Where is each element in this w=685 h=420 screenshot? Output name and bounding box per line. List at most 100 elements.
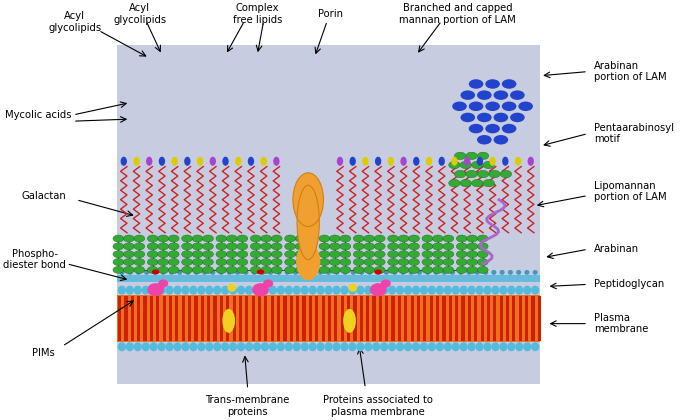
- Ellipse shape: [285, 270, 290, 275]
- Ellipse shape: [507, 286, 516, 295]
- Circle shape: [123, 235, 134, 242]
- Ellipse shape: [235, 270, 240, 275]
- Bar: [474, 296, 477, 341]
- Ellipse shape: [450, 270, 455, 275]
- Ellipse shape: [194, 270, 199, 275]
- Ellipse shape: [182, 286, 190, 295]
- Bar: [207, 296, 210, 341]
- Circle shape: [477, 243, 488, 250]
- Text: Lipomannan
portion of LAM: Lipomannan portion of LAM: [595, 181, 667, 202]
- Circle shape: [452, 102, 467, 111]
- Text: Peptidoglycan: Peptidoglycan: [595, 279, 664, 289]
- Ellipse shape: [134, 286, 142, 295]
- Bar: [271, 296, 274, 341]
- Circle shape: [306, 243, 316, 250]
- Ellipse shape: [125, 342, 134, 351]
- Ellipse shape: [223, 309, 235, 333]
- Ellipse shape: [260, 157, 267, 166]
- Ellipse shape: [356, 342, 364, 351]
- Circle shape: [295, 259, 306, 265]
- Circle shape: [485, 102, 500, 111]
- Circle shape: [227, 266, 237, 273]
- Ellipse shape: [292, 286, 301, 295]
- Circle shape: [456, 243, 467, 250]
- Text: Galactan: Galactan: [22, 191, 66, 200]
- Ellipse shape: [442, 270, 447, 275]
- Ellipse shape: [491, 342, 499, 351]
- Circle shape: [123, 266, 134, 273]
- Ellipse shape: [467, 342, 476, 351]
- Bar: [493, 296, 497, 341]
- Ellipse shape: [475, 286, 484, 295]
- Circle shape: [237, 251, 248, 258]
- Circle shape: [285, 235, 295, 242]
- Ellipse shape: [337, 157, 343, 166]
- Circle shape: [443, 235, 453, 242]
- Circle shape: [469, 79, 484, 89]
- Ellipse shape: [380, 286, 388, 295]
- Circle shape: [460, 113, 475, 122]
- Ellipse shape: [515, 157, 521, 166]
- Bar: [449, 296, 452, 341]
- Circle shape: [489, 171, 500, 178]
- Circle shape: [388, 235, 399, 242]
- Ellipse shape: [197, 157, 203, 166]
- Ellipse shape: [458, 270, 463, 275]
- Ellipse shape: [119, 270, 125, 275]
- Circle shape: [134, 251, 145, 258]
- Ellipse shape: [206, 342, 214, 351]
- Ellipse shape: [158, 286, 166, 295]
- Ellipse shape: [484, 286, 492, 295]
- Ellipse shape: [364, 342, 373, 351]
- Circle shape: [134, 266, 145, 273]
- Bar: [182, 296, 185, 341]
- Ellipse shape: [349, 157, 356, 166]
- Circle shape: [216, 251, 227, 258]
- Ellipse shape: [451, 342, 460, 351]
- Circle shape: [319, 266, 329, 273]
- Circle shape: [285, 243, 295, 250]
- Ellipse shape: [475, 270, 480, 275]
- Circle shape: [158, 266, 169, 273]
- Ellipse shape: [412, 342, 420, 351]
- Circle shape: [113, 259, 124, 265]
- Circle shape: [409, 235, 419, 242]
- Circle shape: [432, 251, 443, 258]
- Circle shape: [449, 179, 460, 187]
- Ellipse shape: [523, 286, 532, 295]
- Circle shape: [285, 251, 295, 258]
- Circle shape: [261, 259, 272, 265]
- Circle shape: [432, 266, 443, 273]
- Text: Porin: Porin: [318, 9, 343, 19]
- Circle shape: [147, 235, 158, 242]
- Ellipse shape: [263, 279, 273, 288]
- Circle shape: [477, 259, 488, 265]
- Circle shape: [158, 235, 169, 242]
- Circle shape: [432, 235, 443, 242]
- Circle shape: [158, 259, 169, 265]
- Bar: [443, 296, 445, 341]
- Ellipse shape: [273, 157, 279, 166]
- Ellipse shape: [221, 342, 229, 351]
- Ellipse shape: [277, 342, 285, 351]
- Ellipse shape: [134, 342, 142, 351]
- Ellipse shape: [237, 286, 245, 295]
- Circle shape: [477, 90, 492, 100]
- Circle shape: [467, 251, 477, 258]
- Circle shape: [134, 259, 145, 265]
- Circle shape: [319, 251, 329, 258]
- Circle shape: [477, 152, 489, 160]
- Circle shape: [329, 259, 340, 265]
- Ellipse shape: [531, 286, 539, 295]
- Ellipse shape: [527, 157, 534, 166]
- Circle shape: [192, 259, 203, 265]
- Bar: [125, 296, 127, 341]
- Ellipse shape: [362, 157, 369, 166]
- Bar: [321, 296, 325, 341]
- Circle shape: [271, 266, 282, 273]
- Circle shape: [460, 179, 471, 187]
- Ellipse shape: [210, 270, 215, 275]
- Circle shape: [456, 251, 467, 258]
- Circle shape: [422, 235, 433, 242]
- Bar: [315, 296, 319, 341]
